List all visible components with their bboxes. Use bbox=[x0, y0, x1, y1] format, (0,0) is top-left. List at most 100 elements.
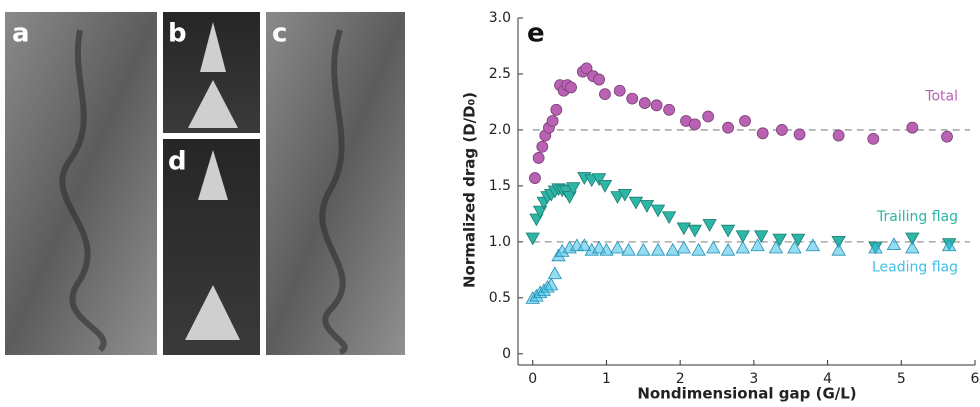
data-point bbox=[772, 233, 787, 247]
data-point bbox=[886, 237, 902, 251]
data-point bbox=[735, 230, 751, 244]
y-tick-label: 2.0 bbox=[489, 122, 511, 138]
data-point bbox=[905, 232, 920, 246]
data-point bbox=[639, 200, 655, 213]
x-tick-label: 6 bbox=[971, 371, 980, 387]
data-point bbox=[638, 97, 651, 109]
flags bbox=[185, 150, 240, 340]
data-point bbox=[650, 99, 663, 112]
data-point bbox=[610, 240, 625, 254]
data-point bbox=[546, 115, 559, 127]
data-point bbox=[768, 240, 784, 254]
data-point bbox=[706, 240, 721, 254]
data-point bbox=[831, 242, 846, 256]
y-axis-title: Normalized drag (D/D₀) bbox=[461, 92, 479, 288]
data-point bbox=[868, 240, 883, 254]
y-tick-label: 1.5 bbox=[489, 178, 511, 194]
data-point bbox=[722, 121, 734, 134]
y-tick-label: 0 bbox=[502, 346, 511, 362]
x-axis-title: Nondimensional gap (G/L) bbox=[637, 385, 856, 403]
data-point bbox=[661, 211, 677, 225]
y-tick-label: 1.0 bbox=[489, 234, 511, 250]
x-tick-label: 0 bbox=[528, 371, 537, 387]
data-point bbox=[687, 224, 703, 238]
data-point bbox=[702, 110, 715, 123]
data-point bbox=[621, 242, 636, 256]
data-point bbox=[599, 88, 611, 101]
data-point bbox=[566, 182, 581, 195]
data-point bbox=[665, 242, 680, 256]
data-point bbox=[613, 84, 626, 97]
data-point bbox=[550, 103, 563, 116]
data-point bbox=[663, 103, 676, 116]
series-label: Leading flag bbox=[872, 260, 958, 276]
data-point bbox=[636, 242, 651, 256]
data-point bbox=[831, 235, 846, 249]
panel-label: d bbox=[168, 147, 187, 177]
data-point bbox=[787, 240, 802, 254]
data-point bbox=[593, 73, 605, 86]
x-tick-label: 3 bbox=[749, 371, 758, 387]
photo-panels bbox=[5, 12, 405, 355]
data-point bbox=[532, 152, 545, 164]
data-point bbox=[543, 277, 559, 291]
y-tick-label: 0.5 bbox=[489, 290, 511, 306]
data-point bbox=[720, 224, 736, 238]
data-point bbox=[628, 196, 644, 210]
data-point bbox=[691, 242, 706, 256]
data-point bbox=[867, 132, 880, 145]
y-tick-label: 3.0 bbox=[489, 10, 511, 26]
data-point bbox=[529, 172, 541, 184]
data-point bbox=[591, 173, 607, 186]
panel-label: c bbox=[272, 19, 287, 49]
data-point bbox=[577, 238, 592, 252]
data-point bbox=[735, 240, 751, 254]
data-point bbox=[650, 242, 666, 256]
data-point bbox=[775, 124, 788, 136]
data-point bbox=[650, 204, 666, 218]
series-label: Trailing flag bbox=[876, 209, 958, 225]
x-tick-label: 2 bbox=[676, 371, 685, 387]
data-point bbox=[597, 180, 613, 193]
x-tick-label: 5 bbox=[897, 371, 906, 387]
data-point bbox=[580, 62, 593, 75]
data-point bbox=[905, 240, 920, 254]
data-point bbox=[750, 238, 765, 252]
data-point bbox=[532, 205, 548, 219]
wake bbox=[319, 29, 348, 355]
data-point bbox=[790, 233, 806, 247]
data-point bbox=[617, 188, 633, 202]
data-point bbox=[805, 238, 821, 252]
data-point bbox=[832, 129, 845, 142]
data-point bbox=[793, 128, 806, 141]
data-point bbox=[941, 130, 953, 143]
y-tick-label: 2.5 bbox=[489, 66, 511, 82]
data-point bbox=[676, 240, 692, 254]
data-point bbox=[591, 240, 607, 254]
data-point bbox=[756, 127, 769, 140]
data-point bbox=[739, 115, 751, 127]
data-point bbox=[754, 230, 769, 244]
data-point bbox=[626, 92, 639, 105]
data-point bbox=[702, 219, 717, 232]
wake bbox=[59, 29, 107, 353]
data-point bbox=[720, 242, 736, 256]
data-point bbox=[676, 222, 692, 236]
data-point bbox=[689, 118, 701, 131]
data-point bbox=[906, 121, 919, 134]
x-tick-label: 1 bbox=[602, 371, 611, 387]
panel-label: e bbox=[527, 19, 545, 49]
data-point bbox=[536, 140, 549, 153]
flags bbox=[188, 22, 238, 128]
data-point bbox=[547, 266, 563, 280]
data-point bbox=[942, 238, 957, 252]
data-point bbox=[562, 191, 577, 204]
series-label: Total bbox=[924, 88, 958, 104]
panel-label: a bbox=[12, 19, 30, 49]
data-point bbox=[565, 81, 577, 94]
data-point bbox=[610, 191, 625, 204]
panel-label: b bbox=[168, 19, 187, 49]
x-tick-label: 4 bbox=[823, 371, 832, 387]
data-point bbox=[525, 232, 540, 246]
